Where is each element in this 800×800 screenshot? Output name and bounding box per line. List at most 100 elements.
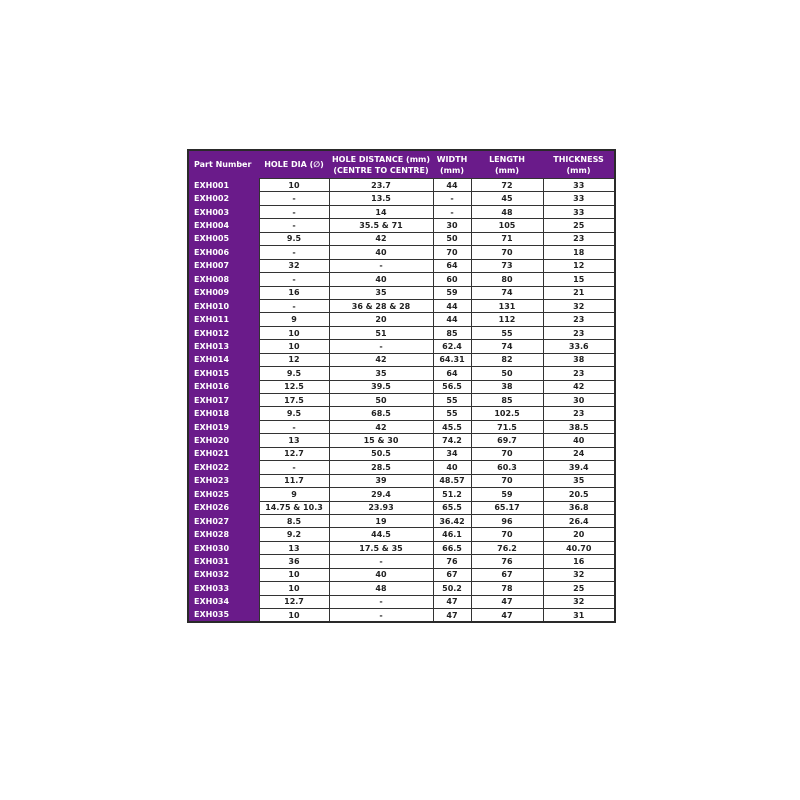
cell-length: 105 <box>470 218 544 233</box>
cell-thickness: 33.6 <box>542 339 616 354</box>
cell-width: 55 <box>432 406 472 421</box>
cell-thickness: 35 <box>542 473 616 489</box>
cell-length: 55 <box>470 325 544 341</box>
cell-hole-dia: 32 <box>258 258 330 274</box>
cell-thickness: 25 <box>542 581 616 596</box>
cell-part-number: EXH025 <box>188 487 260 501</box>
cell-length: 82 <box>470 352 544 368</box>
cell-width: 44 <box>432 177 472 193</box>
cell-hole-distance: 14 <box>328 204 434 220</box>
cell-thickness: 33 <box>542 177 616 193</box>
table-row: EXH027 8.5 19 36.42 96 26.4 <box>188 513 616 529</box>
table-row: EXH019-42 45.5 71.5 38.5 <box>188 419 616 435</box>
cell-hole-dia: 13 <box>258 433 330 448</box>
cell-hole-distance: 23.7 <box>328 177 434 193</box>
table-row: EXH035 10-47 47 31 <box>188 608 616 623</box>
cell-length: 70 <box>470 245 544 260</box>
cell-hole-distance: 36 & 28 & 28 <box>328 298 434 314</box>
cell-length: 59 <box>470 487 544 502</box>
cell-width: 76 <box>432 554 472 569</box>
cell-hole-dia: 12 <box>258 352 330 368</box>
cell-part-number: EXH002 <box>188 191 260 206</box>
cell-width: 50 <box>432 231 472 247</box>
header-thickness: THICKNESS (mm) <box>543 150 615 179</box>
cell-part-number: EXH005 <box>188 232 260 246</box>
cell-part-number: EXH034 <box>188 595 260 609</box>
table-row: EXH025 9 29.4 51.2 59 20.5 <box>188 487 616 502</box>
header-width: WIDTH (mm) <box>433 150 471 179</box>
cell-length: 102.5 <box>470 406 544 421</box>
cell-width: 59 <box>432 285 472 300</box>
cell-hole-distance: - <box>328 339 434 354</box>
cell-width: 64 <box>432 258 472 274</box>
header-length: LENGTH (mm) <box>471 150 543 179</box>
table-row: EXH012 10 51 85 55 23 <box>188 325 616 341</box>
cell-hole-distance: - <box>328 554 434 569</box>
cell-width: 50.2 <box>432 581 472 596</box>
table-row: EXH002-13.5-45 33 <box>188 191 616 206</box>
cell-hole-dia: - <box>258 191 330 206</box>
cell-length: 70 <box>470 446 544 462</box>
cell-thickness: 24 <box>542 446 616 462</box>
header-label: THICKNESS <box>553 154 604 164</box>
cell-hole-dia: 14.75 & 10.3 <box>258 500 330 515</box>
cell-hole-dia: 12.7 <box>258 594 330 610</box>
cell-width: - <box>432 191 472 206</box>
cell-width: 40 <box>432 460 472 475</box>
cell-part-number: EXH019 <box>188 420 260 434</box>
header-label: (mm) <box>566 165 591 175</box>
table-row: EXH031 36-76 76 16 <box>188 554 616 569</box>
cell-length: 69.7 <box>470 433 544 448</box>
table-row: EXH017 17.5 50 55 85 30 <box>188 392 616 408</box>
cell-thickness: 21 <box>542 285 616 300</box>
header-label: (mm) <box>440 165 464 175</box>
table-row: EXH014 12 42 64.31 82 38 <box>188 352 616 368</box>
cell-part-number: EXH007 <box>188 259 260 273</box>
cell-part-number: EXH031 <box>188 554 260 569</box>
cell-hole-distance: 13.5 <box>328 191 434 206</box>
cell-length: 74 <box>470 339 544 354</box>
table-row: EXH023 11.7 39 48.57 70 35 <box>188 473 616 489</box>
cell-hole-dia: - <box>258 218 330 233</box>
cell-hole-distance: 42 <box>328 419 434 435</box>
cell-part-number: EXH027 <box>188 514 260 528</box>
cell-hole-distance: 23.93 <box>328 500 434 515</box>
header-row: Part Number HOLE DIA (∅) HOLE DISTANCE (mm… <box>188 150 615 179</box>
table-row: EXH026 14.75 & 10.3 23.93 65.5 65.17 36.8 <box>188 500 616 515</box>
header-label: HOLE DIA (∅) <box>264 160 324 169</box>
cell-part-number: EXH028 <box>188 527 260 542</box>
cell-thickness: 12 <box>542 258 616 274</box>
cell-length: 70 <box>470 527 544 542</box>
cell-width: - <box>432 204 472 220</box>
table-row: EXH001 10 23.7 44 72 33 <box>188 177 616 193</box>
cell-length: 131 <box>470 298 544 314</box>
cell-length: 70 <box>470 473 544 489</box>
cell-hole-distance: 20 <box>328 312 434 327</box>
cell-thickness: 31 <box>542 608 616 623</box>
cell-width: 66.5 <box>432 540 472 556</box>
cell-part-number: EXH006 <box>188 245 260 260</box>
cell-part-number: EXH026 <box>188 501 260 515</box>
cell-width: 34 <box>432 446 472 462</box>
cell-width: 46.1 <box>432 527 472 542</box>
header-label: (CENTRE TO CENTRE) <box>333 165 429 175</box>
cell-part-number: EXH023 <box>188 474 260 488</box>
cell-hole-distance: 19 <box>328 513 434 529</box>
cell-hole-dia: 17.5 <box>258 392 330 408</box>
cell-part-number: EXH018 <box>188 406 260 421</box>
cell-thickness: 33 <box>542 204 616 220</box>
cell-part-number: EXH022 <box>188 460 260 475</box>
cell-part-number: EXH015 <box>188 366 260 381</box>
cell-thickness: 23 <box>542 231 616 247</box>
cell-hole-dia: 9.5 <box>258 406 330 421</box>
cell-width: 51.2 <box>432 487 472 502</box>
cell-hole-distance: 40 <box>328 272 434 287</box>
cell-length: 65.17 <box>470 500 544 515</box>
header-label: (mm) <box>495 165 519 175</box>
cell-width: 48.57 <box>432 473 472 489</box>
cell-width: 55 <box>432 392 472 408</box>
cell-width: 30 <box>432 218 472 233</box>
table-row: EXH016 12.5 39.5 56.5 38 42 <box>188 379 616 395</box>
table-row: EXH015 9.5 35 64 50 23 <box>188 366 616 381</box>
cell-length: 67 <box>470 567 544 583</box>
